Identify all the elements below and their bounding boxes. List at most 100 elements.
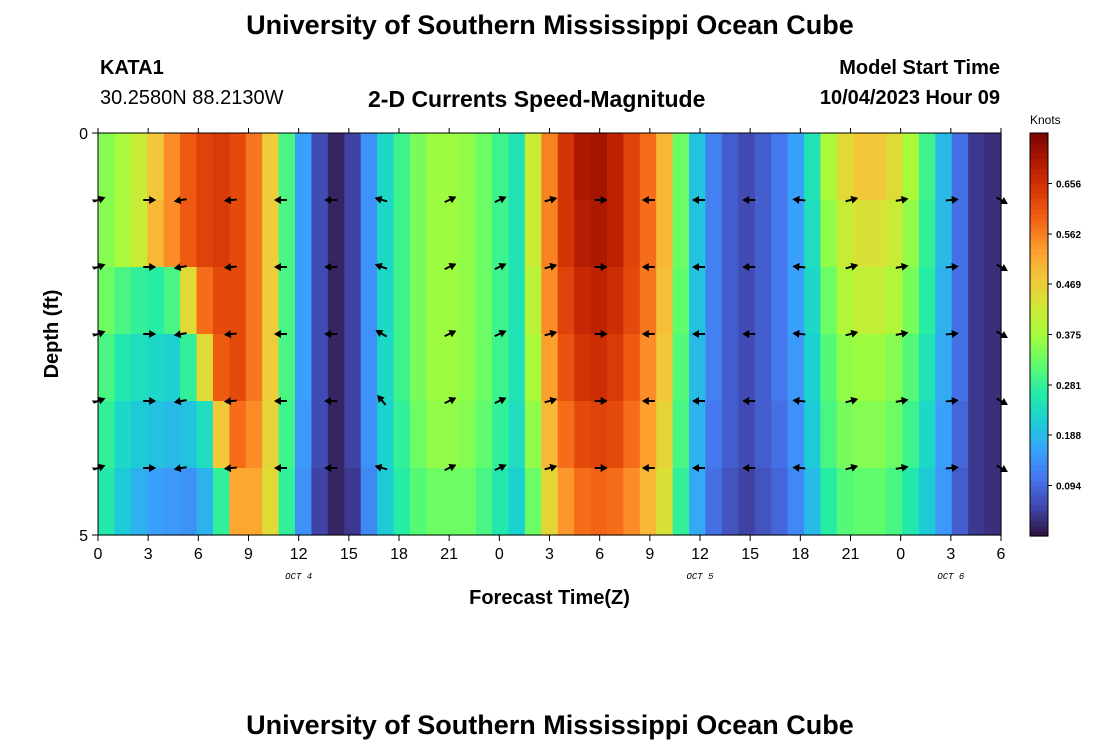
heatmap-cell <box>114 401 131 469</box>
colorbar-segment <box>1030 324 1048 330</box>
heatmap-cell <box>673 267 690 335</box>
heatmap-cell <box>344 468 361 536</box>
colorbar-segment <box>1030 496 1048 502</box>
x-tick-label: 12 <box>691 546 709 563</box>
heatmap-cell <box>591 334 608 402</box>
x-tick-label: 18 <box>390 546 408 563</box>
colorbar-segment <box>1030 491 1048 497</box>
x-tick-label: 6 <box>595 546 604 563</box>
x-tick-label: 18 <box>791 546 809 563</box>
heatmap-cell <box>870 200 887 268</box>
heatmap-cell <box>295 267 312 335</box>
heatmap-cell <box>952 200 969 268</box>
colorbar-segment <box>1030 365 1048 371</box>
heatmap-cell <box>476 401 493 469</box>
heatmap-cell <box>673 200 690 268</box>
colorbar-segment <box>1030 183 1048 189</box>
heatmap-cell <box>935 468 952 536</box>
heatmap-cell <box>689 267 706 335</box>
heatmap-cell <box>131 200 148 268</box>
heatmap-cell <box>508 200 525 268</box>
heatmap-cell <box>361 267 378 335</box>
colorbar-segment <box>1030 234 1048 240</box>
heatmap-cell <box>114 133 131 201</box>
heatmap-cell <box>837 401 854 469</box>
heatmap-cell <box>558 200 575 268</box>
colorbar-segment <box>1030 521 1048 527</box>
heatmap-cell <box>985 334 1002 402</box>
colorbar-segment <box>1030 329 1048 335</box>
colorbar-segment <box>1030 133 1048 139</box>
heatmap-cell <box>98 468 115 536</box>
heatmap-cell <box>623 401 640 469</box>
heatmap-cell <box>985 468 1002 536</box>
heatmap-cell <box>114 334 131 402</box>
heatmap-cell <box>246 334 263 402</box>
heatmap-cell <box>722 401 739 469</box>
heatmap-cell <box>541 468 558 536</box>
heatmap-cell <box>459 267 476 335</box>
heatmap-cell <box>131 133 148 201</box>
heatmap-cell <box>919 334 936 402</box>
heatmap-cell <box>591 133 608 201</box>
heatmap-cell <box>820 468 837 536</box>
heatmap-cell <box>295 401 312 469</box>
heatmap-cell <box>935 133 952 201</box>
heatmap-cell <box>968 401 985 469</box>
heatmap-cell <box>492 267 509 335</box>
colorbar-segment <box>1030 259 1048 265</box>
heatmap-cell <box>311 200 328 268</box>
heatmap-cell <box>607 133 624 201</box>
x-tick-label: 21 <box>440 546 458 563</box>
heatmap-cell <box>804 200 821 268</box>
heatmap-cell <box>755 267 772 335</box>
colorbar-segment <box>1030 138 1048 144</box>
heatmap-cell <box>131 267 148 335</box>
heatmap-cell <box>902 200 919 268</box>
colorbar-segment <box>1030 239 1048 245</box>
heatmap-cell <box>673 468 690 536</box>
heatmap-cell <box>689 401 706 469</box>
heatmap-cell <box>328 334 345 402</box>
colorbar-segment <box>1030 476 1048 482</box>
heatmap-cell <box>968 200 985 268</box>
heatmap-cell <box>705 267 722 335</box>
heatmap-cell <box>213 401 230 469</box>
heatmap-cell <box>870 468 887 536</box>
colorbar-segment <box>1030 289 1048 295</box>
x-tick-label: 21 <box>842 546 860 563</box>
colorbar-tick-label: 0.094 <box>1056 481 1081 492</box>
heatmap-cell <box>426 334 443 402</box>
colorbar-segment <box>1030 506 1048 512</box>
colorbar-segment <box>1030 375 1048 381</box>
heatmap-cell <box>197 401 214 469</box>
heatmap-cell <box>837 334 854 402</box>
heatmap-cell <box>771 334 788 402</box>
heatmap-cell <box>295 334 312 402</box>
heatmap-cell <box>985 200 1002 268</box>
colorbar-segment <box>1030 340 1048 346</box>
heatmap-cell <box>640 401 657 469</box>
heatmap-cell <box>476 334 493 402</box>
heatmap-cell <box>640 468 657 536</box>
colorbar-segment <box>1030 410 1048 416</box>
heatmap-cell <box>279 468 296 536</box>
heatmap-cell <box>426 401 443 469</box>
heatmap-cell <box>279 267 296 335</box>
heatmap-cell <box>394 200 411 268</box>
heatmap-cell <box>361 133 378 201</box>
colorbar-segment <box>1030 309 1048 315</box>
heatmap-cell <box>361 200 378 268</box>
heatmap-cell <box>788 133 805 201</box>
heatmap-cell <box>197 267 214 335</box>
heatmap-cell <box>738 133 755 201</box>
heatmap-cell <box>788 401 805 469</box>
heatmap-cell <box>394 133 411 201</box>
heatmap-cell <box>705 200 722 268</box>
heatmap-cell <box>229 267 246 335</box>
heatmap-cell <box>377 267 394 335</box>
heatmap-cell <box>607 267 624 335</box>
heatmap-cell <box>344 401 361 469</box>
heatmap-cell <box>935 200 952 268</box>
heatmap-cell <box>279 133 296 201</box>
